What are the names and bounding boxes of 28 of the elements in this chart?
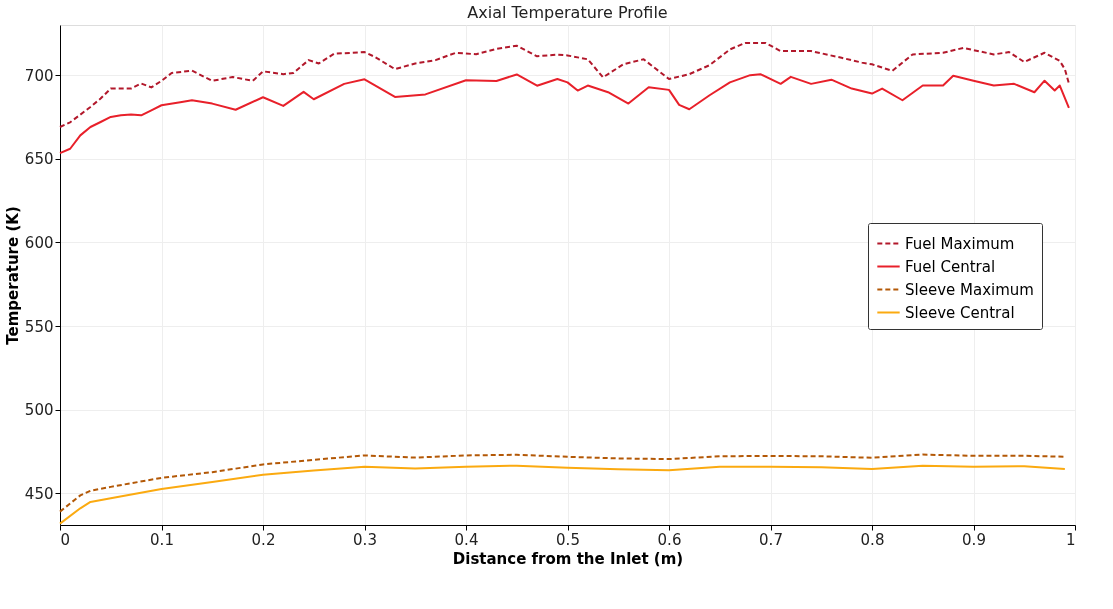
legend-label: Sleeve Maximum [905, 280, 1034, 299]
legend-label: Fuel Maximum [905, 234, 1015, 253]
line-series [59, 453, 1066, 513]
x-tick-label: 0.9 [962, 530, 986, 549]
legend-label: Fuel Central [905, 257, 996, 276]
line-series [59, 464, 1066, 525]
y-tick-label: 700 [24, 66, 54, 85]
chart-title: Axial Temperature Profile [467, 3, 668, 22]
y-tick-label: 650 [24, 150, 54, 169]
y-tick-label: 550 [24, 317, 54, 336]
x-tick-label: 0.8 [860, 530, 885, 549]
line-series [59, 73, 1070, 155]
x-tick-label: 0.5 [556, 530, 580, 549]
x-tick-label: 0.2 [251, 530, 276, 549]
legend-label: Sleeve Central [905, 303, 1015, 322]
x-tick-label: 0.1 [150, 530, 174, 549]
x-axis-title: Distance from the Inlet (m) [452, 549, 684, 568]
x-tick-label: 0.6 [657, 530, 682, 549]
x-tick-label: 0.4 [454, 530, 479, 549]
y-tick-label: 600 [24, 233, 54, 252]
y-tick-label: 450 [24, 484, 54, 503]
y-axis-title: Temperature (K) [3, 206, 22, 345]
x-tick-label: 0 [60, 530, 71, 549]
x-tick-label: 0.7 [759, 530, 783, 549]
x-tick-label: 1 [1065, 530, 1076, 549]
line-series [59, 41, 1070, 129]
x-tick-label: 0.3 [353, 530, 377, 549]
y-tick-label: 500 [24, 401, 54, 420]
